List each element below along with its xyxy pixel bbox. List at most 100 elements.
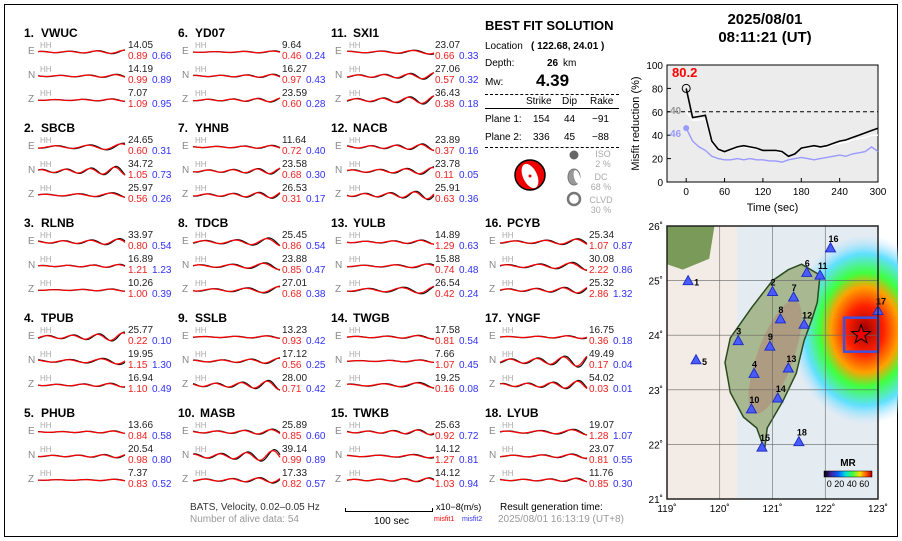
waveform-trace <box>38 478 126 482</box>
amplitude-value: 27.06 <box>435 64 461 75</box>
lon-label: 123˚ <box>868 503 888 515</box>
misfit2-value: 0.94 <box>459 479 479 490</box>
waveform-trace <box>193 144 281 149</box>
amplitude-value: 10.26 <box>128 278 154 289</box>
component-label: N <box>182 70 190 81</box>
synthetic-waveform <box>38 454 126 459</box>
misfit1-value: 1.27 <box>435 455 455 466</box>
synthetic-waveform <box>193 73 281 78</box>
lat-label: 24˚ <box>649 330 663 342</box>
component-label: E <box>28 426 35 437</box>
synthetic-waveform <box>500 238 588 245</box>
channel-label: HH <box>349 469 361 478</box>
channel-label: HH <box>349 374 361 383</box>
series-gray <box>685 111 878 158</box>
solution-title: BEST FIT SOLUTION <box>485 18 614 33</box>
station-label: 3 <box>736 327 741 337</box>
waveform-trace <box>38 288 126 292</box>
station-title: 17. <box>485 311 502 325</box>
misfit1-value: 0.85 <box>282 265 302 276</box>
component-label: N <box>28 450 36 461</box>
lat-label: 21˚ <box>649 494 663 506</box>
amplitude-value: 11.64 <box>282 135 307 146</box>
synthetic-waveform <box>347 477 435 482</box>
station-label: 15 <box>760 433 770 443</box>
misfit1-value: 0.97 <box>282 75 302 86</box>
channel-label: HH <box>195 469 207 478</box>
synthetic-waveform <box>38 382 126 388</box>
amplitude-value: 23.58 <box>282 159 308 170</box>
channel-label: HH <box>40 65 52 74</box>
plane1-label: Plane 1: <box>485 114 522 125</box>
synthetic-waveform <box>38 49 126 54</box>
synthetic-waveform <box>38 358 126 365</box>
x-tick-label: 60 <box>719 187 731 198</box>
amplitude-value: 23.07 <box>435 40 461 51</box>
location-label: Location <box>485 41 523 52</box>
waveform-trace <box>193 448 281 462</box>
station-name: VWUC <box>41 26 78 40</box>
amplitude-value: 24.65 <box>128 135 154 146</box>
station-triangle-icon <box>782 361 795 373</box>
component-label: E <box>28 46 35 57</box>
misfit1-value: 1.00 <box>128 289 148 300</box>
station-name: YNGF <box>507 311 541 325</box>
station-title: 4. <box>24 311 35 325</box>
station-name: TDCB <box>195 216 229 230</box>
channel-label: HH <box>40 350 52 359</box>
station-label: 2 <box>771 278 776 288</box>
waveform-trace <box>38 331 126 342</box>
depth-value: 26 <box>547 58 559 69</box>
misfit1-value: 0.37 <box>435 146 455 157</box>
synthetic-waveform <box>193 192 281 199</box>
misfit2-value: 0.43 <box>306 75 326 86</box>
channel-label: HH <box>195 184 207 193</box>
plot-area <box>666 64 879 183</box>
amplitude-value: 23.78 <box>435 159 461 170</box>
plane2-rake: −88 <box>592 132 609 143</box>
waveform-trace <box>38 238 126 246</box>
colorbar <box>823 470 873 478</box>
x-tick-label: 240 <box>831 187 848 198</box>
y-tick-label: 60 <box>652 108 664 119</box>
misfit2-value: 0.30 <box>613 479 633 490</box>
misfit2-value: 0.80 <box>152 455 172 466</box>
lon-label: 122˚ <box>815 503 835 515</box>
station-label: 13 <box>786 354 796 364</box>
misfit1-value: 0.99 <box>128 75 148 86</box>
waveform-trace <box>193 357 281 365</box>
component-label: Z <box>182 474 189 485</box>
synthetic-waveform <box>38 166 126 176</box>
misfit2-value: 0.42 <box>306 384 326 395</box>
amplitude-value: 23.89 <box>435 135 461 146</box>
amplitude-value: 15.88 <box>435 254 461 265</box>
waveform-trace <box>38 73 126 78</box>
synthetic-waveform <box>38 98 125 102</box>
component-label: N <box>335 165 343 176</box>
station-title: 18. <box>485 406 502 420</box>
misfit2-value: 0.52 <box>152 479 172 490</box>
misfit2-value: 0.01 <box>613 384 633 395</box>
misfit1-value: 0.56 <box>128 194 148 205</box>
misfit2-value: 0.26 <box>152 194 172 205</box>
waveform-trace <box>193 191 281 199</box>
amplitude-value: 14.05 <box>128 40 154 51</box>
component-label: N <box>335 260 343 271</box>
synthetic-waveform <box>193 450 281 461</box>
component-label: N <box>28 70 36 81</box>
misfit2-value: 0.72 <box>459 431 479 442</box>
synthetic-waveform <box>193 428 281 435</box>
station-name: LYUB <box>507 406 539 420</box>
amplitude-value: 25.77 <box>128 325 154 336</box>
misfit1-value: 0.56 <box>282 360 302 371</box>
x-tick-label: 180 <box>793 187 810 198</box>
station-label: 14 <box>776 384 786 394</box>
station-label: 17 <box>876 297 886 307</box>
channel-label: HH <box>40 255 52 264</box>
amplitude-value: 7.37 <box>128 468 148 479</box>
channel-label: HH <box>349 350 361 359</box>
channel-label: HH <box>349 41 361 50</box>
misfit2-value: 0.18 <box>459 99 479 110</box>
waveform-trace <box>38 382 126 388</box>
station-triangle-icon <box>766 285 779 297</box>
